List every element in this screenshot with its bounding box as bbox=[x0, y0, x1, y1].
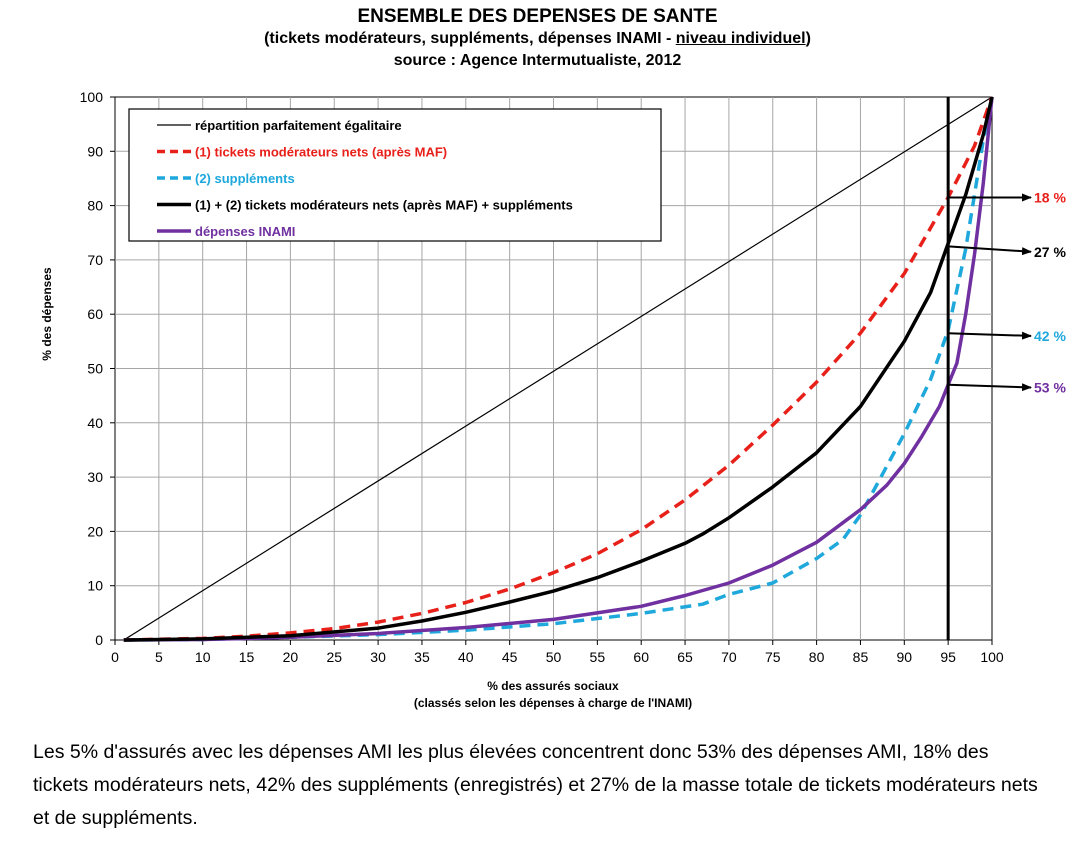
x-tick-label: 15 bbox=[239, 649, 255, 665]
series-line-4 bbox=[123, 96, 994, 642]
x-tick-label: 20 bbox=[283, 649, 299, 665]
annotation-arrow bbox=[948, 245, 1032, 256]
y-tick-label: 0 bbox=[95, 632, 103, 648]
x-tick-label: 5 bbox=[155, 649, 163, 665]
x-tick-label: 70 bbox=[721, 649, 737, 665]
x-tick-label: 35 bbox=[414, 649, 430, 665]
y-tick-label: 70 bbox=[87, 252, 103, 268]
x-tick-label: 10 bbox=[195, 649, 211, 665]
axes: 0 5 10 15 20 25 30 35 40 45 50 55 60 65 70 75 80 85 90 95 10… bbox=[80, 89, 1004, 665]
y-tick-label: 100 bbox=[80, 89, 104, 105]
series-line-1 bbox=[123, 96, 994, 642]
lorenz-chart: 0 5 10 15 20 25 30 35 40 45 50 55 60 65 70 75 80 85 90 95 10… bbox=[40, 89, 1066, 710]
legend-box bbox=[128, 108, 662, 242]
chart-subtitle-part-c: ) bbox=[805, 30, 811, 47]
y-tick-label: 30 bbox=[87, 469, 103, 485]
annotation-label: 18 % bbox=[1034, 189, 1066, 205]
annotation-label: 27 % bbox=[1034, 244, 1066, 260]
legend-entry: (1) + (2) tickets modérateurs nets (aprè… bbox=[195, 198, 573, 213]
y-tick-label: 90 bbox=[87, 143, 103, 159]
legend-entry: (1) tickets modérateurs nets (après MAF) bbox=[195, 145, 447, 160]
chart-source: source : Agence Intermutualiste, 2012 bbox=[393, 52, 682, 69]
x-tick-label: 60 bbox=[633, 649, 649, 665]
y-tick-label: 60 bbox=[87, 306, 103, 322]
legend-entry: répartition parfaitement égalitaire bbox=[195, 118, 402, 133]
caption-text: Les 5% d'assurés avec les dépenses AMI l… bbox=[33, 741, 1038, 829]
y-tick-label: 80 bbox=[87, 198, 103, 214]
x-tick-label: 30 bbox=[370, 649, 386, 665]
x-tick-label: 90 bbox=[897, 649, 913, 665]
series-lines bbox=[123, 96, 994, 642]
y-tick-label: 20 bbox=[87, 523, 103, 539]
x-tick-label: 0 bbox=[111, 649, 119, 665]
x-tick-label: 85 bbox=[853, 649, 869, 665]
annotation-label: 53 % bbox=[1034, 380, 1066, 396]
x-tick-label: 75 bbox=[765, 649, 781, 665]
x-tick-label: 50 bbox=[546, 649, 562, 665]
x-tick-label: 25 bbox=[326, 649, 342, 665]
legend: répartition parfaitement égalitaire (1) t… bbox=[128, 108, 662, 242]
y-axis-title: % des dépenses bbox=[40, 267, 54, 361]
annotation-arrow bbox=[948, 383, 1032, 392]
x-tick-label: 40 bbox=[458, 649, 474, 665]
x-tick-label: 45 bbox=[502, 649, 518, 665]
x-tick-label: 95 bbox=[940, 649, 956, 665]
y-tick-label: 50 bbox=[87, 361, 103, 377]
series-line-3 bbox=[123, 96, 994, 642]
legend-entry: dépenses INAMI bbox=[195, 224, 295, 239]
series-line-2 bbox=[123, 96, 994, 642]
annotations: 18 % 27 % 42 % 53 % bbox=[948, 189, 1066, 396]
chart-subtitle: (tickets modérateurs, suppléments, dépen… bbox=[0, 28, 1075, 50]
annotation-label: 42 % bbox=[1034, 328, 1066, 344]
series-line-0 bbox=[123, 96, 993, 641]
legend-entry: (2) suppléments bbox=[195, 171, 295, 186]
chart-subtitle-part-a: (tickets modérateurs, suppléments, dépen… bbox=[264, 30, 676, 47]
x-tick-label: 65 bbox=[677, 649, 693, 665]
x-axis-title: % des assurés sociaux bbox=[487, 679, 619, 693]
x-tick-label: 80 bbox=[809, 649, 825, 665]
chart-title: ENSEMBLE DES DEPENSES DE SANTE bbox=[357, 6, 718, 27]
chart-titles: ENSEMBLE DES DEPENSES DE SANTE (tickets … bbox=[0, 6, 1075, 72]
x-tick-label: 100 bbox=[980, 649, 1004, 665]
x-axis-subtitle: (classés selon les dépenses à charge de … bbox=[414, 696, 692, 710]
chart-subtitle-underlined: niveau individuel bbox=[675, 30, 806, 47]
annotation-arrow bbox=[948, 331, 1032, 340]
x-tick-label: 55 bbox=[590, 649, 606, 665]
y-tick-label: 10 bbox=[87, 578, 103, 594]
y-tick-label: 40 bbox=[87, 415, 103, 431]
